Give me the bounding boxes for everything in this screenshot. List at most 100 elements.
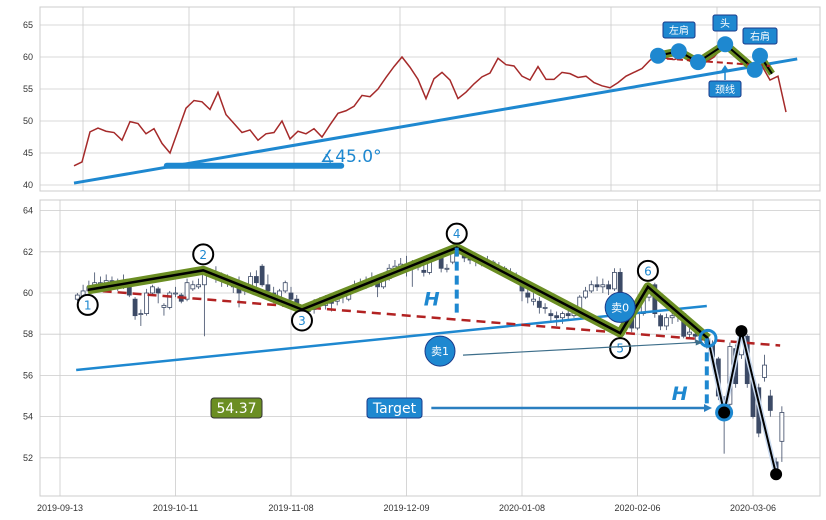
bottom-candlestick-panel: 2019-09-13 2019-10-11 2019-11-08 2019-12-09…	[23, 199, 821, 513]
signal-arrow	[462, 341, 698, 356]
bottom-trend-line	[76, 304, 707, 372]
candle	[692, 333, 698, 337]
candle	[531, 298, 536, 302]
candle	[542, 307, 548, 309]
pattern-point-label: 3	[298, 314, 306, 328]
bottom-y-tick-label: 60	[23, 288, 33, 298]
neckline-arrow-head	[721, 65, 729, 71]
candle	[167, 292, 173, 308]
breakdown-point	[718, 406, 731, 419]
pattern-point-circle	[192, 243, 215, 266]
label-left_shoulder: 左肩	[669, 24, 689, 37]
pattern-point-circle	[609, 337, 632, 360]
top-y-tick-label: 50	[23, 116, 33, 126]
signal-arrow-head	[695, 339, 703, 346]
candle	[635, 313, 640, 329]
bottom-y-tick-label: 54	[23, 412, 33, 422]
candle	[421, 269, 427, 273]
candle	[594, 284, 600, 288]
target-value-label: 54.37	[216, 401, 256, 417]
candle	[126, 286, 132, 296]
target-label: Target	[372, 401, 417, 417]
candle	[536, 300, 542, 308]
bottom-y-tick-label: 52	[23, 453, 33, 463]
bottom-y-tick-label: 56	[23, 370, 33, 380]
breakdown-point	[770, 468, 783, 481]
signal-label: 卖1	[431, 345, 449, 358]
candle	[606, 284, 612, 290]
target-arrow-head	[703, 403, 712, 412]
candle	[288, 292, 294, 300]
top-plot-area	[39, 6, 821, 192]
candle	[600, 284, 606, 288]
x-tick-label: 2019-12-09	[383, 503, 429, 513]
breakdown-line	[706, 330, 778, 475]
pattern-point-label: 5	[616, 342, 624, 356]
candle	[762, 364, 767, 378]
candle	[144, 292, 150, 315]
candle	[560, 313, 565, 319]
target-value-box	[210, 397, 263, 419]
top-y-tick-label: 40	[23, 180, 33, 190]
pattern-point-marker	[746, 61, 763, 78]
top-trend-line	[73, 57, 798, 185]
candle	[196, 284, 202, 288]
candle	[265, 284, 271, 292]
bottom-y-tick-label: 64	[23, 206, 33, 216]
top-y-tick-label: 60	[23, 52, 33, 62]
candle	[190, 284, 196, 290]
candle	[259, 265, 265, 286]
x-tick-label: 2019-09-13	[37, 503, 83, 513]
candle	[548, 313, 554, 317]
candle	[184, 282, 190, 300]
pattern-point-marker	[717, 36, 734, 53]
height-label: H	[672, 383, 688, 405]
candle	[767, 395, 773, 411]
signal-marker	[604, 291, 636, 323]
target-box	[366, 397, 423, 419]
candle	[779, 412, 785, 442]
candle	[173, 292, 178, 295]
pattern-point-circle	[76, 293, 99, 316]
pattern-point-label: 1	[84, 298, 92, 312]
bottom-y-tick-label: 62	[23, 247, 33, 257]
pattern-point-label: 6	[644, 264, 652, 278]
neckline	[87, 288, 781, 347]
pattern-point-marker	[690, 54, 706, 71]
candle	[669, 315, 675, 319]
candle	[565, 313, 571, 317]
candle	[658, 315, 663, 327]
candle	[149, 286, 155, 294]
signal-marker	[424, 335, 456, 367]
label-box-left_shoulder	[662, 21, 696, 39]
candle	[554, 315, 560, 319]
x-tick-label: 2019-10-11	[153, 503, 198, 513]
label-right_shoulder: 右肩	[750, 30, 770, 43]
breakdown-point	[735, 325, 748, 338]
candle	[253, 276, 259, 284]
x-tick-label: 2020-01-08	[499, 503, 545, 513]
label-neckline: 颈线	[715, 83, 735, 96]
bottom-y-tick-label: 58	[23, 329, 33, 339]
pattern-point-circle	[445, 222, 468, 245]
pattern-point-marker	[650, 47, 666, 64]
angle-label: ∡45.0°	[320, 147, 382, 167]
label-box-right_shoulder	[742, 27, 778, 45]
candle	[155, 288, 161, 294]
pattern-point-label: 2	[199, 248, 207, 262]
label-box-head	[712, 14, 738, 32]
candle	[74, 294, 80, 300]
height-label: H	[424, 288, 440, 310]
pattern-point-label: 4	[453, 227, 461, 241]
candle	[282, 282, 288, 292]
candle	[138, 313, 144, 316]
top-y-tick-label: 65	[23, 20, 33, 30]
candle	[583, 290, 588, 298]
pattern-point-marker	[752, 47, 768, 64]
pattern-point-circle	[636, 259, 659, 282]
candle	[525, 292, 531, 298]
x-tick-label: 2020-02-06	[614, 503, 660, 513]
signal-label: 卖0	[611, 301, 629, 314]
